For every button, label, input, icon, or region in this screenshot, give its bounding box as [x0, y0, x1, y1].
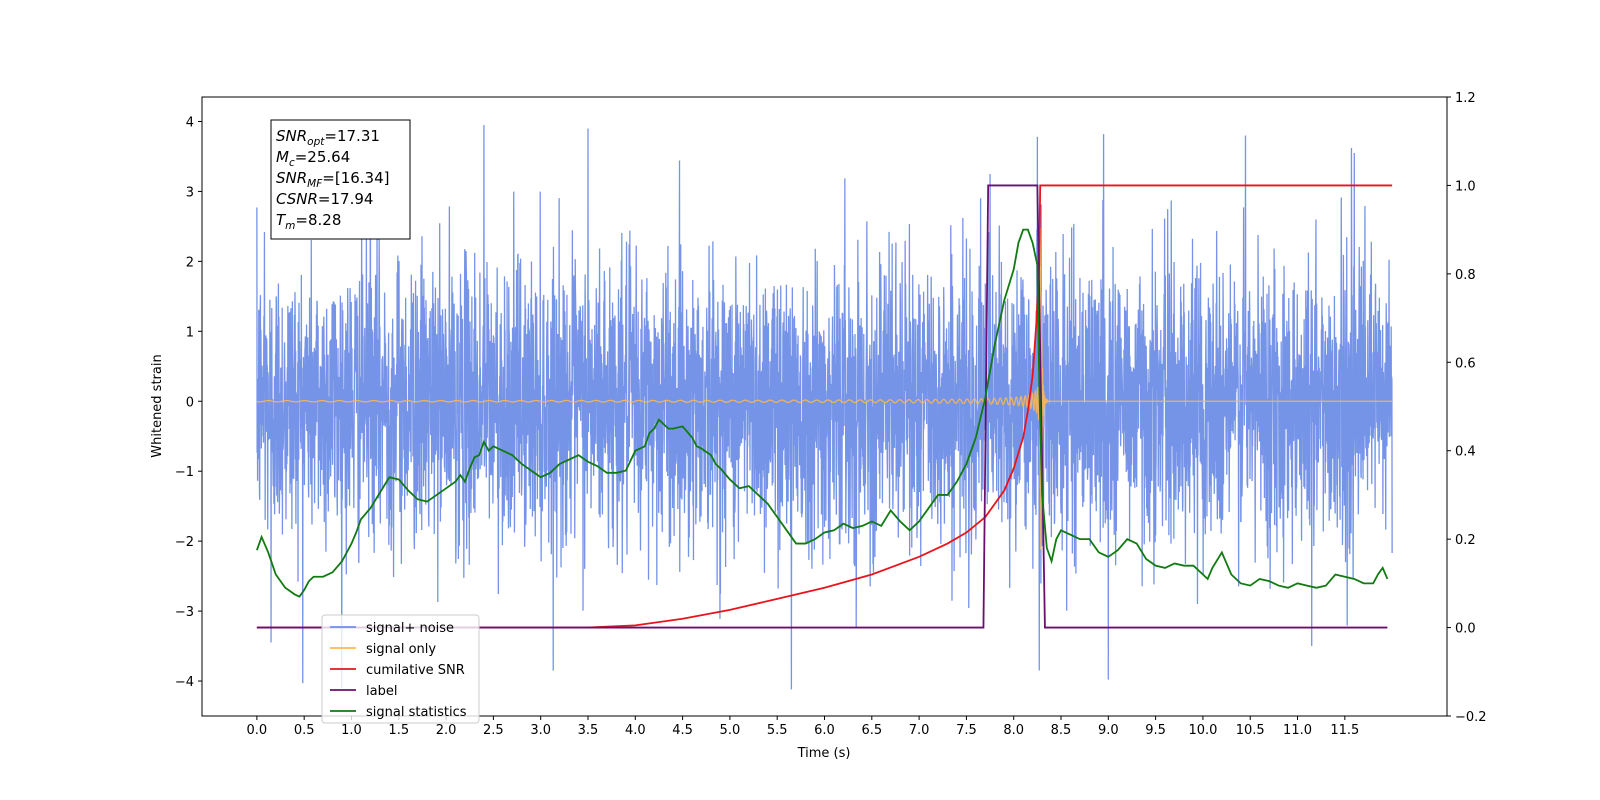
legend: signal+ noise signal only cumilative SNR la…	[321, 614, 480, 724]
x-tick-label: 6.0	[814, 723, 835, 738]
x-tick-label: 3.0	[530, 723, 551, 738]
legend-item-signal-statistics: signal statistics	[330, 705, 467, 720]
y-tick-label: 0	[186, 395, 194, 410]
series-layer	[256, 124, 1393, 690]
series-signal-only	[256, 228, 1393, 550]
x-tick-label: 4.0	[625, 723, 646, 738]
series-line	[256, 228, 1389, 598]
x-tick-label: 9.5	[1145, 723, 1166, 738]
x-tick-label: 8.0	[1003, 723, 1024, 738]
axes-layer: 0.0 0.5 1.0 1.5 2.0 2.5 3.0 3.5 4.0 4.5 5.0 5.5 6.0 6…	[175, 91, 1487, 738]
series-signal-statistics	[256, 228, 1389, 598]
y2-tick-label: −0.2	[1455, 710, 1487, 725]
series-line	[256, 124, 1393, 690]
info-line: CSNR=17.94	[276, 190, 373, 208]
y2-tick-label: 1.0	[1455, 179, 1476, 194]
x-axis-label: Time (s)	[797, 746, 851, 761]
info-line: Tm=8.28	[276, 211, 341, 232]
x-tick-label: 1.5	[388, 723, 409, 738]
x-tick-label: 5.0	[720, 723, 741, 738]
x-tick-label: 9.0	[1098, 723, 1119, 738]
x-tick-label: 0.5	[294, 723, 315, 738]
info-box-frame	[270, 119, 411, 240]
legend-label: signal+ noise	[366, 621, 454, 636]
y2-tick-label: 0.6	[1455, 356, 1476, 371]
legend-frame	[321, 614, 480, 724]
y-axis-label: Whitened strain	[150, 354, 165, 457]
x-tick-label: 10.5	[1236, 723, 1265, 738]
y-tick-label: −1	[175, 465, 194, 480]
y-tick-label: 3	[186, 185, 194, 200]
series-line	[256, 184, 1393, 629]
series-line	[256, 184, 1388, 629]
y2-tick-label: 0.8	[1455, 268, 1476, 283]
y-tick-label: −4	[175, 675, 194, 690]
series-line	[256, 228, 1393, 550]
y2-tick-label: 0.4	[1455, 445, 1476, 460]
legend-item-signal-only: signal only	[330, 642, 436, 657]
series-signal-noise	[256, 124, 1393, 690]
legend-label: signal statistics	[366, 705, 467, 720]
y-tick-label: 2	[186, 255, 194, 270]
x-tick-label: 0.0	[247, 723, 268, 738]
y-tick-label: −3	[175, 605, 194, 620]
legend-label: cumilative SNR	[366, 663, 465, 678]
info-box: SNRopt=17.31Mc=25.64SNRMF=[16.34]CSNR=17…	[270, 119, 411, 240]
info-line: Mc=25.64	[276, 148, 350, 169]
x-tick-label: 11.5	[1330, 723, 1359, 738]
series-cumilative-snr	[256, 184, 1393, 629]
legend-item-signal-noise: signal+ noise	[330, 621, 454, 636]
x-tick-label: 10.0	[1188, 723, 1217, 738]
series-label	[256, 184, 1388, 629]
x-tick-label: 5.5	[767, 723, 788, 738]
y2-tick-label: 1.2	[1455, 91, 1476, 106]
x-tick-label: 11.0	[1283, 723, 1312, 738]
y-tick-label: −2	[175, 535, 194, 550]
x-tick-label: 1.0	[341, 723, 362, 738]
legend-label: label	[366, 684, 397, 699]
x-tick-label: 7.5	[956, 723, 977, 738]
info-line: SNRopt=17.31	[276, 127, 380, 148]
x-tick-label: 4.5	[672, 723, 693, 738]
legend-label: signal only	[366, 642, 436, 657]
x-tick-label: 8.5	[1051, 723, 1072, 738]
x-tick-label: 6.5	[861, 723, 882, 738]
x-tick-label: 2.5	[483, 723, 504, 738]
x-tick-label: 7.0	[909, 723, 930, 738]
y2-tick-label: 0.0	[1455, 622, 1476, 637]
x-tick-label: 2.0	[436, 723, 457, 738]
x-tick-label: 3.5	[578, 723, 599, 738]
info-line: SNRMF=[16.34]	[276, 169, 390, 190]
y2-tick-label: 0.2	[1455, 533, 1476, 548]
y-tick-label: 1	[186, 325, 194, 340]
legend-item-label: label	[330, 684, 397, 699]
y-tick-label: 4	[186, 115, 194, 130]
legend-item-cumilative-snr: cumilative SNR	[330, 663, 465, 678]
